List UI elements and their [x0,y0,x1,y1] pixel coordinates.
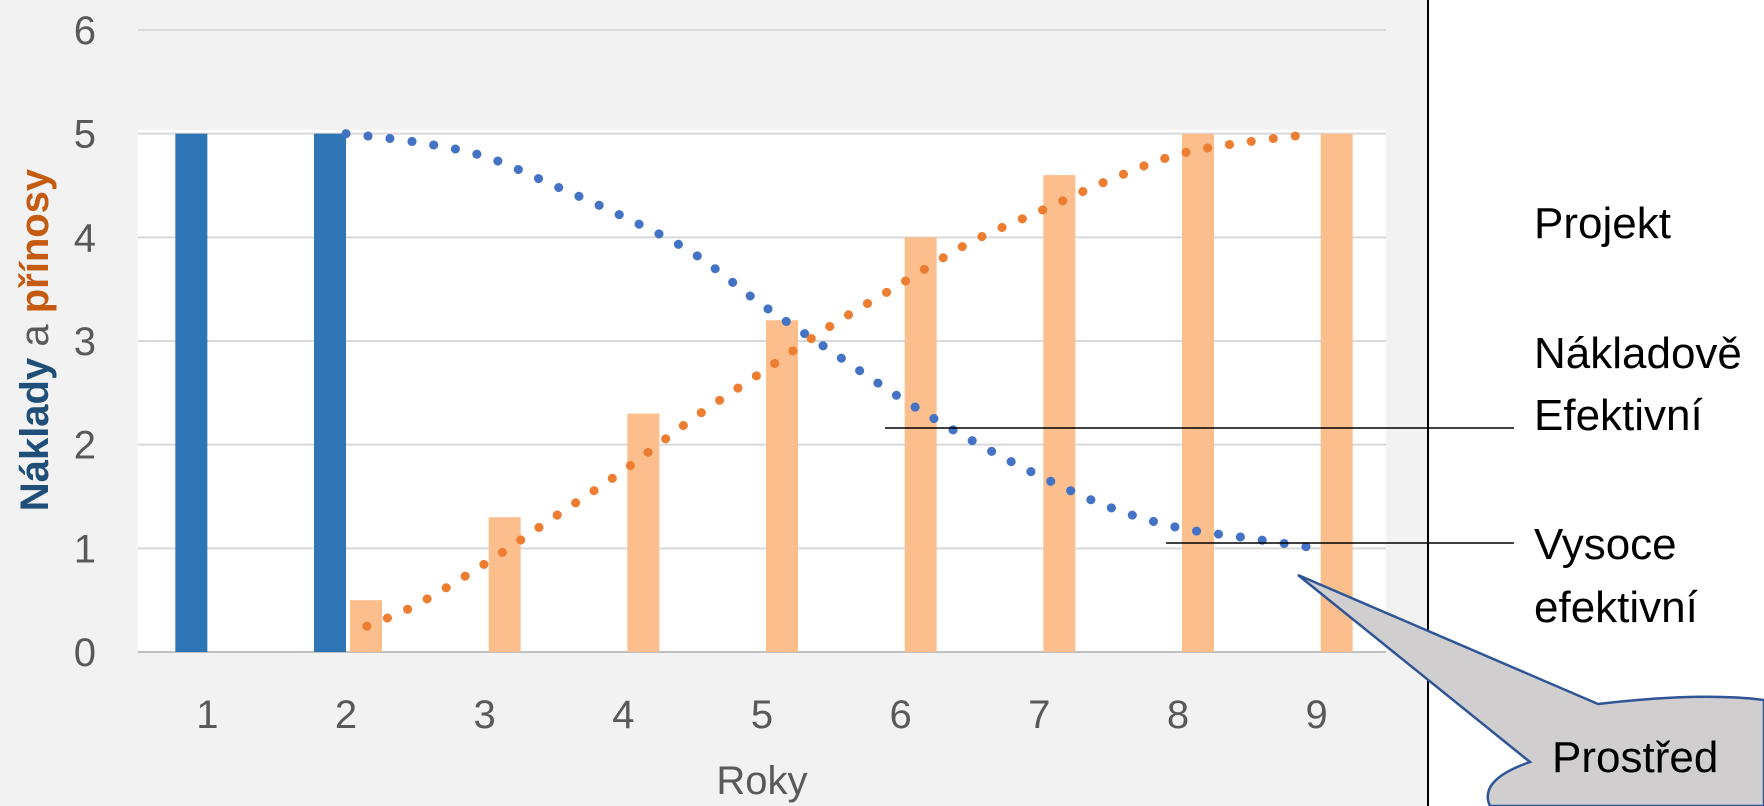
annotation-projekt: Projekt [1534,199,1671,248]
bars [175,133,1353,653]
annotation-nakladove-line1: Nákladově [1534,329,1742,378]
benefit-bar [1043,175,1076,652]
x-axis-ticks: 1 2 3 4 5 6 7 8 9 [196,693,1328,737]
benefit-bar [488,517,521,652]
x-tick-label: 5 [751,693,773,737]
cost-bar [175,133,208,652]
trend-lines [341,129,1322,631]
x-axis-title: Roky [716,759,807,803]
benefit-bar [1320,133,1353,652]
y-tick-label: 1 [74,527,96,571]
y-tick-label: 0 [74,631,96,675]
x-tick-label: 7 [1028,693,1050,737]
callout-text: Prostřed [1552,733,1718,782]
y-tick-label: 4 [74,216,96,260]
benefit-bar [627,413,660,652]
benefit-bar [766,320,798,652]
x-tick-label: 2 [335,693,357,737]
benefit-bar [1182,133,1214,652]
y-axis-title-naklady: Náklady [13,357,57,511]
annotation-vysoce-line2: efektivní [1534,583,1699,632]
x-tick-label: 8 [1167,693,1189,737]
y-tick-label: 2 [74,424,96,468]
cost-trend-line [341,129,1322,553]
y-axis-title-a: a [13,313,57,357]
y-tick-label: 6 [74,9,96,53]
y-axis-title: Náklady a přínosy [13,168,57,511]
x-tick-label: 9 [1306,693,1328,737]
benefit-bar [904,237,937,653]
annotation-nakladove-line2: Efektivní [1534,391,1704,440]
x-tick-label: 3 [474,693,496,737]
x-tick-label: 1 [196,693,218,737]
cost-bar [314,133,346,652]
x-tick-label: 6 [890,693,912,737]
y-axis-ticks: 0 1 2 3 4 5 6 [74,9,96,675]
x-tick-label: 4 [612,693,634,737]
y-tick-label: 5 [74,113,96,157]
y-axis-title-prinosy: přínosy [13,168,57,313]
annotation-vysoce-line1: Vysoce [1534,520,1677,569]
y-tick-label: 3 [74,320,96,364]
